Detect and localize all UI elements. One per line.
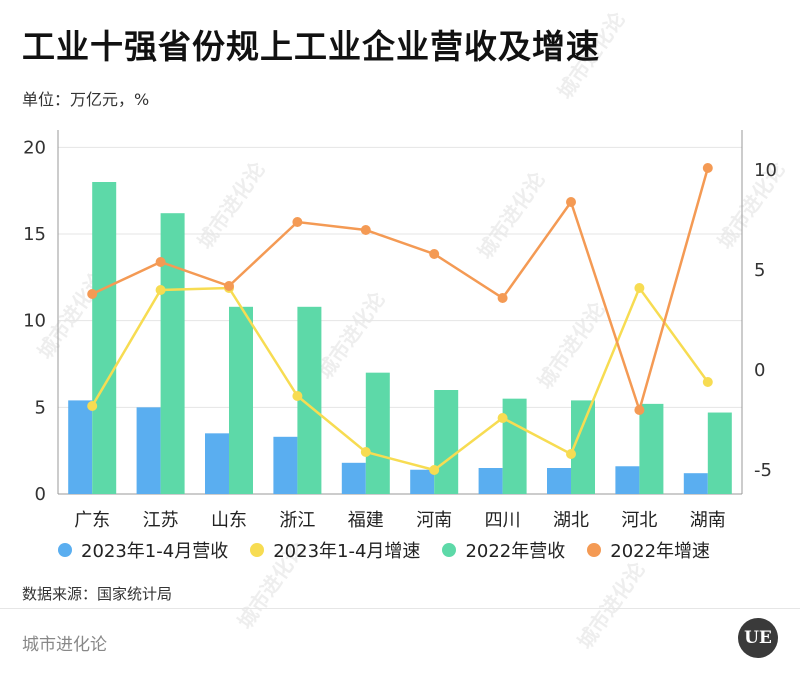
data-point — [566, 449, 576, 459]
bar — [502, 398, 527, 494]
data-point — [292, 217, 303, 227]
bar — [615, 466, 640, 494]
bar — [341, 462, 366, 494]
data-point — [497, 293, 508, 303]
legend-label: 2023年1-4月增速 — [273, 541, 421, 562]
bar — [136, 407, 161, 494]
brand-logo: UE — [738, 618, 778, 658]
series-line — [91, 167, 710, 415]
category-label: 四川 — [485, 510, 521, 530]
unit-label: 单位：万亿元，% — [22, 90, 150, 109]
right-tick-label: 0 — [754, 360, 765, 381]
data-point — [155, 257, 166, 267]
bar — [365, 372, 390, 494]
legend-dot-rev-2022 — [442, 543, 457, 557]
bar — [229, 306, 253, 494]
category-label: 河南 — [416, 510, 452, 530]
bar — [434, 390, 459, 494]
data-point — [360, 225, 371, 235]
data-point — [155, 285, 166, 295]
legend-item: 2022年营收 — [442, 537, 565, 563]
category-label: 湖南 — [690, 510, 726, 530]
legend-item: 2022年增速 — [587, 537, 710, 563]
category-label: 湖北 — [553, 510, 589, 530]
data-point — [429, 249, 440, 259]
data-point — [634, 405, 645, 415]
footer-brand: 城市进化论 — [22, 635, 107, 655]
bar — [273, 436, 298, 494]
data-point — [224, 281, 234, 291]
watermark: 城市进化论 — [572, 557, 650, 654]
left-tick-label: 0 — [35, 484, 46, 505]
data-point — [702, 163, 713, 173]
legend-label: 2022年营收 — [465, 541, 566, 562]
bar — [68, 400, 93, 494]
category-label: 山东 — [211, 510, 247, 530]
legend-label: 2022年增速 — [610, 541, 711, 562]
left-tick-label: 20 — [23, 137, 46, 158]
bar — [410, 469, 435, 494]
category-label: 江苏 — [143, 510, 179, 530]
right-tick-label: 5 — [754, 260, 765, 281]
left-tick-label: 5 — [35, 397, 46, 418]
bar — [160, 213, 185, 494]
legend-dot-growth-2023 — [250, 543, 265, 557]
category-label: 河北 — [621, 510, 657, 530]
legend-label: 2023年1-4月营收 — [81, 541, 229, 562]
legend-item: 2023年1-4月增速 — [250, 537, 420, 563]
category-label: 福建 — [348, 510, 384, 530]
bar — [639, 403, 664, 494]
bar — [92, 182, 117, 494]
bar — [205, 433, 229, 494]
legend-dot-growth-2022 — [587, 543, 602, 557]
data-point — [429, 465, 440, 475]
data-point — [87, 401, 98, 411]
bar — [707, 412, 732, 494]
right-tick-label: 10 — [754, 160, 777, 181]
data-point — [702, 377, 713, 387]
data-point — [87, 289, 98, 299]
data-point — [566, 197, 576, 207]
data-point — [497, 413, 508, 423]
left-tick-label: 15 — [23, 224, 46, 245]
combo-chart: 0 5 10 15 20 -5 0 5 10 广东 江苏 山东 浙江 福建 河南 四川 湖北 河北 湖南 — [23, 130, 777, 530]
category-label: 浙江 — [279, 510, 315, 530]
data-point — [360, 447, 371, 457]
left-tick-label: 10 — [23, 311, 46, 332]
bar — [683, 473, 708, 494]
legend-item: 2023年1-4月营收 — [58, 537, 228, 563]
data-point — [634, 283, 645, 293]
category-label: 广东 — [74, 510, 110, 530]
right-tick-label: -5 — [754, 460, 772, 481]
data-point — [292, 391, 303, 401]
chart-title: 工业十强省份规上工业企业营收及增速 — [22, 27, 600, 66]
legend-dot-rev-2023 — [58, 543, 72, 557]
divider — [0, 608, 800, 609]
chart-legend: 2023年1-4月营收 2023年1-4月增速 2022年营收 2022年增速 — [58, 538, 732, 562]
series-line — [91, 285, 709, 472]
data-source: 数据来源：国家统计局 — [22, 585, 173, 603]
bar — [547, 468, 571, 494]
bar — [478, 468, 503, 494]
